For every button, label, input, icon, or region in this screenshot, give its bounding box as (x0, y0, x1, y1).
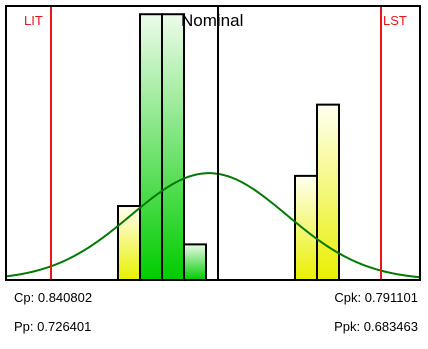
histogram-bar (161, 13, 185, 281)
nominal-label: Nominal (181, 11, 243, 30)
cp-value: 0.840802 (37, 290, 93, 305)
cp-label: Cp: (14, 290, 35, 305)
pp-label: Pp: (14, 319, 34, 334)
histogram-bar (316, 103, 340, 281)
cpk-label: Cpk: (334, 290, 362, 305)
histogram-bar (139, 13, 163, 281)
lower-limit-label: LIT (24, 13, 43, 28)
ppk-value: 0.683463 (363, 319, 418, 334)
cpk-stat: Cpk: 0.791101 (334, 290, 418, 305)
histogram-bars (117, 13, 340, 282)
histogram-bar (294, 174, 318, 282)
normal-curve (5, 172, 421, 279)
pp-stat: Pp: 0.726401 (14, 319, 91, 334)
plot-border (5, 5, 421, 281)
upper-limit-label: LST (383, 13, 407, 28)
cp-stat: Cp: 0.840802 (14, 290, 92, 305)
ppk-stat: Ppk: 0.683463 (334, 319, 418, 334)
cpk-value: 0.791101 (364, 290, 418, 305)
ppk-label: Ppk: (334, 319, 361, 334)
pp-value: 0.726401 (37, 319, 92, 334)
histogram-bar (183, 243, 207, 282)
